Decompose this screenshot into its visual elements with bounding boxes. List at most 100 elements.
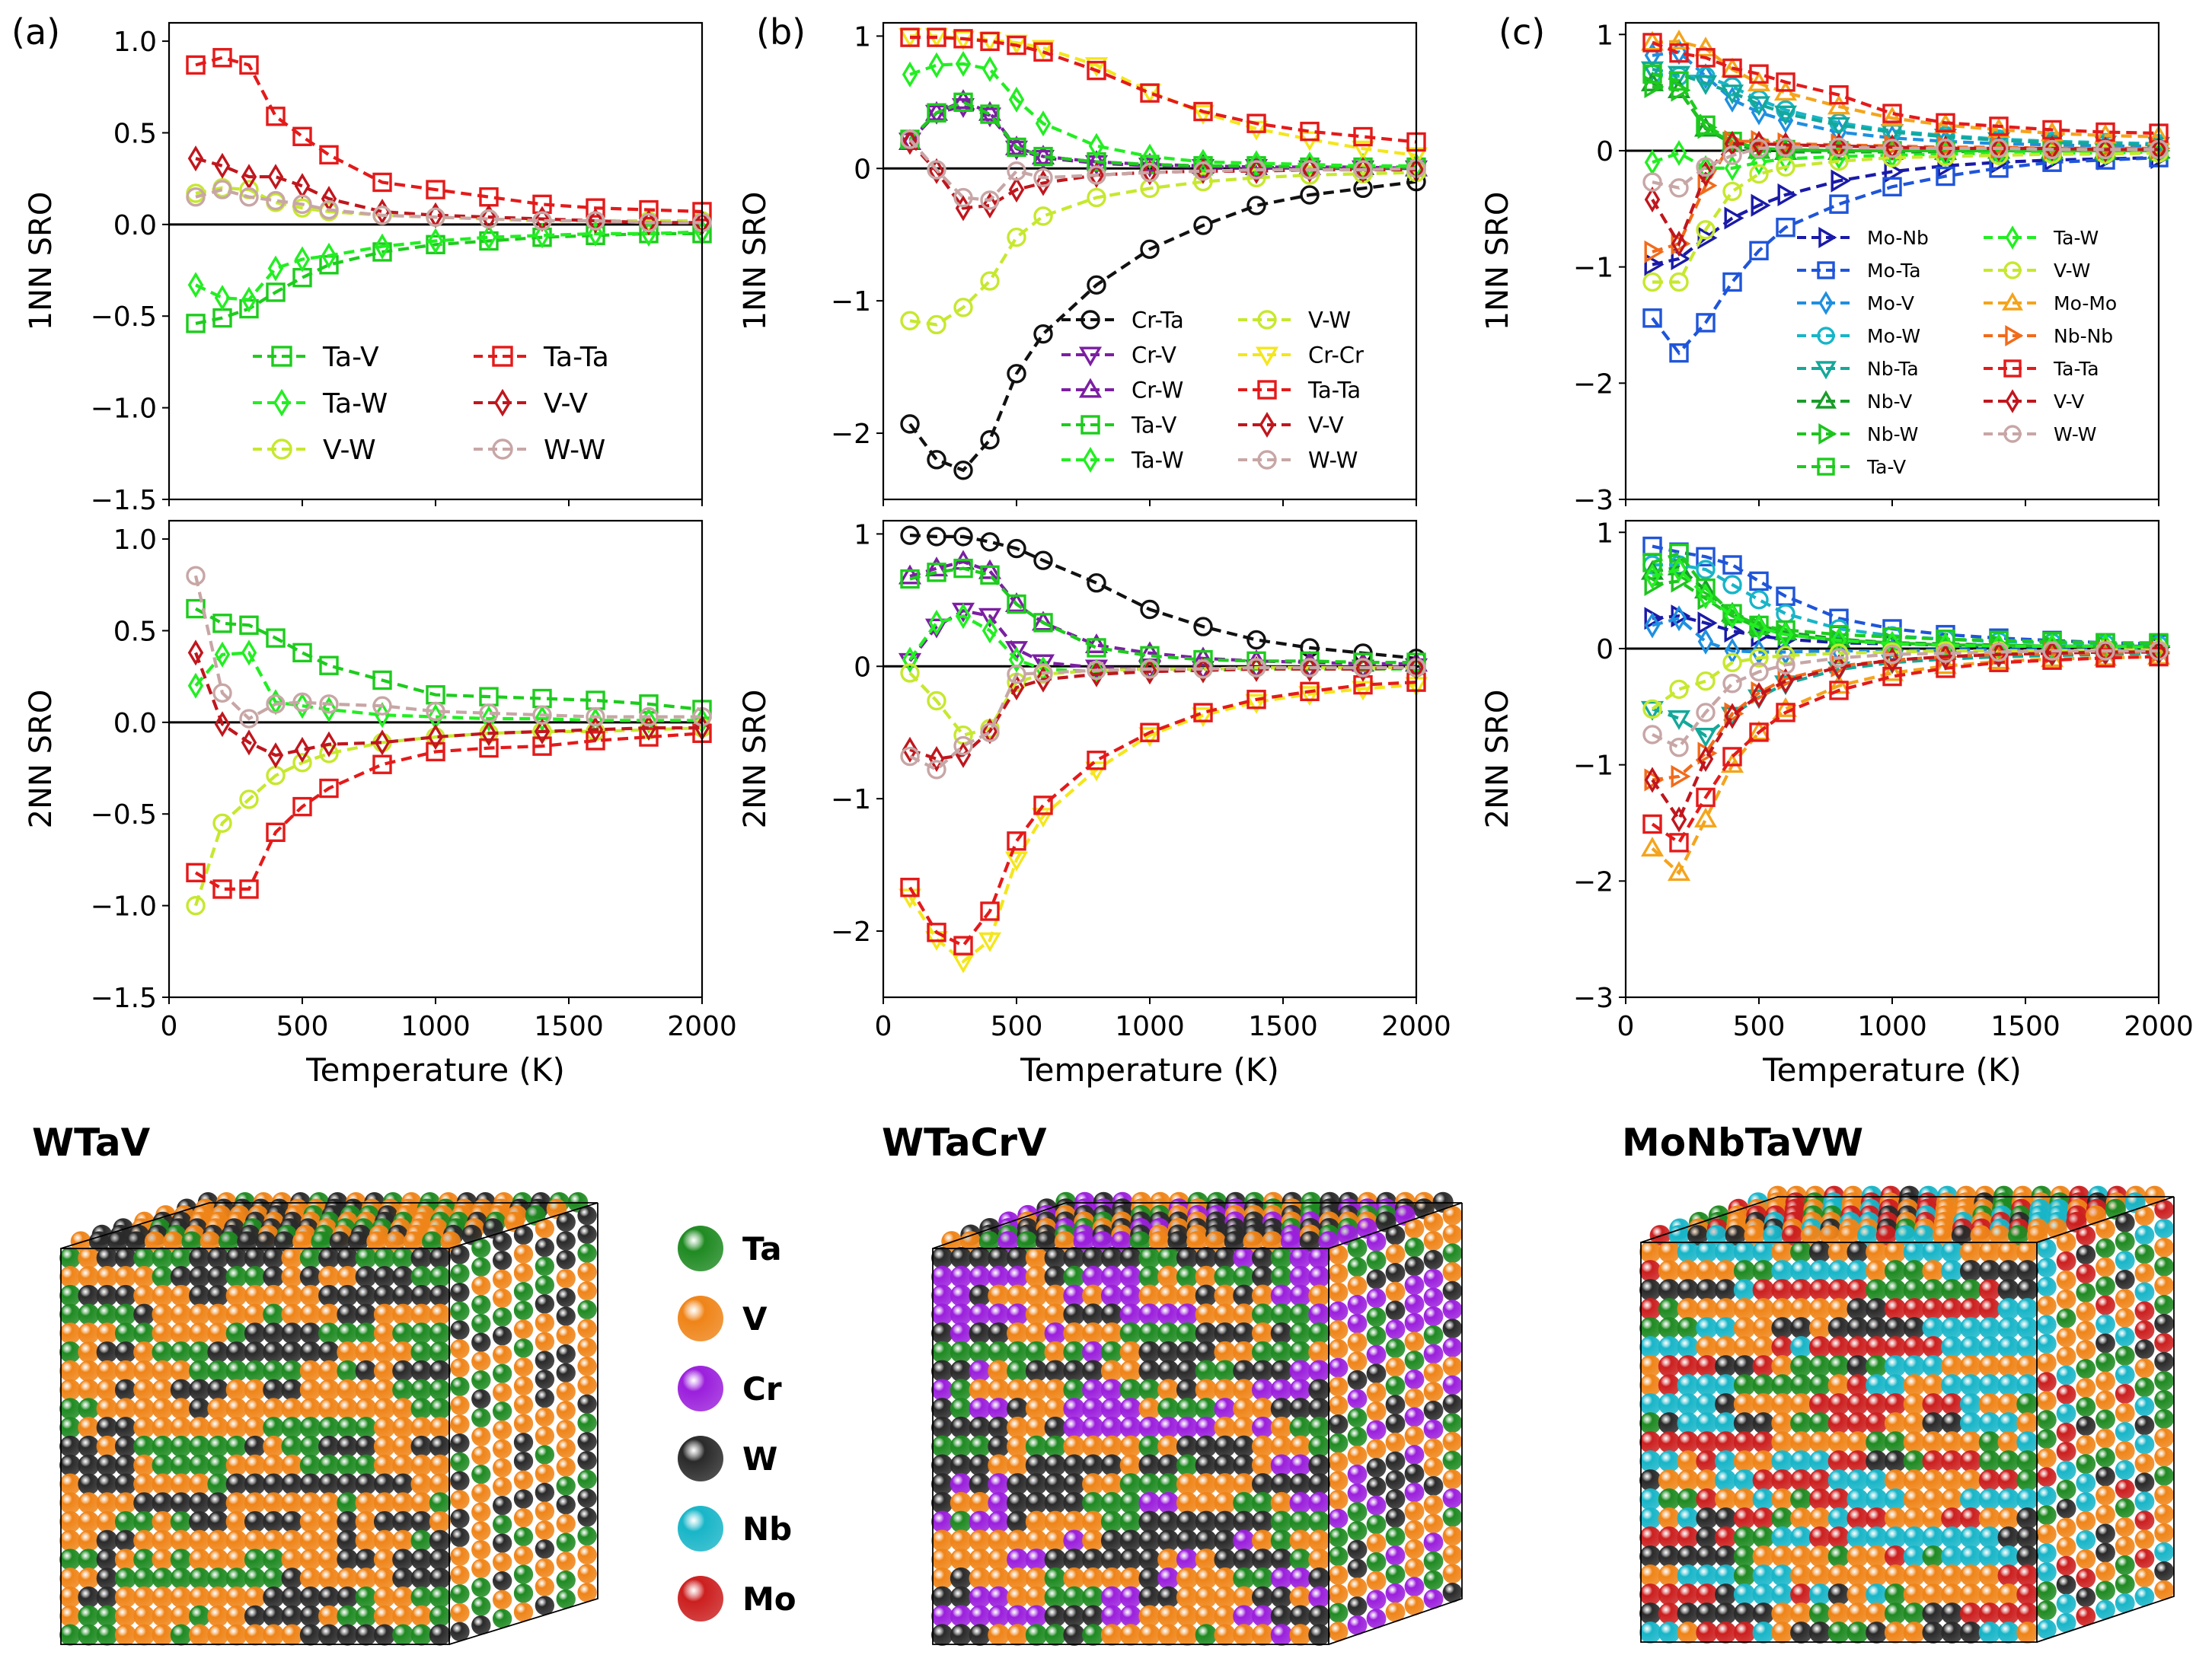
atom-v <box>152 1360 174 1382</box>
panel-label: (a) <box>11 11 60 53</box>
atom-mo <box>1771 1336 1794 1358</box>
data-point-v-v <box>1777 668 1794 694</box>
data-point-cr-cr <box>1298 686 1322 706</box>
series-w-w <box>1642 137 2169 198</box>
data-point-mo-mo <box>1667 29 1691 49</box>
atom-mo <box>1875 1225 1898 1246</box>
atom-v <box>1157 1379 1179 1402</box>
data-point-cr-cr <box>1351 140 1375 161</box>
atom-cr <box>988 1303 1010 1326</box>
data-point-cr-cr <box>1351 681 1375 701</box>
atom-v <box>1214 1341 1237 1363</box>
data-point-w-w <box>426 207 445 227</box>
atom-w <box>114 1435 137 1458</box>
series-line-w-w <box>1652 145 2159 190</box>
atom-ta <box>1176 1398 1199 1420</box>
atom-w <box>1847 1317 1869 1339</box>
y-tick-label: 1.0 <box>113 525 157 556</box>
atom-mo <box>2115 1384 2135 1404</box>
legend-marker <box>492 346 513 367</box>
series-line-ta-v <box>195 231 702 325</box>
atom-w <box>1733 1412 1756 1434</box>
atom-ta <box>281 1360 303 1382</box>
data-point-cr-ta <box>1300 185 1320 205</box>
atom-w <box>1176 1529 1199 1552</box>
data-point-nb-w <box>1644 572 1665 597</box>
data-point-ta-w <box>1724 603 1741 630</box>
atom-v <box>373 1322 396 1344</box>
atom-v <box>1025 1265 1048 1288</box>
data-point-mo-mo <box>1693 37 1718 57</box>
atom-v <box>299 1303 321 1325</box>
data-point-ta-ta <box>1776 703 1795 722</box>
atom-ta <box>337 1492 359 1514</box>
atom-v <box>392 1454 414 1476</box>
atom-v <box>59 1379 81 1401</box>
atom-v <box>1827 1431 1850 1453</box>
atom-nb <box>1808 1260 1831 1282</box>
atom-v <box>1442 1545 1463 1565</box>
atom-w <box>1138 1567 1161 1590</box>
atom-nb <box>1941 1317 1963 1339</box>
atom-ta <box>535 1275 555 1295</box>
data-point-w-w <box>927 160 946 180</box>
atom-cr <box>1280 1231 1302 1252</box>
atom-w <box>207 1284 229 1306</box>
y-tick-label: 1.0 <box>113 27 157 58</box>
atom-v <box>225 1417 247 1439</box>
atom-v <box>1733 1450 1756 1472</box>
atom-v <box>513 1602 534 1622</box>
atom-mo <box>1959 1507 1982 1529</box>
x-tick-label: 2000 <box>1381 1011 1451 1042</box>
atom-v <box>450 1490 470 1510</box>
atom-ta <box>207 1360 229 1382</box>
atom-v <box>1771 1602 1794 1625</box>
atom-v <box>133 1586 155 1609</box>
legend-entry-nb-ta: Nb-Ta <box>1797 358 1919 380</box>
legend-entry-cr-v: Cr-V <box>1061 342 1176 368</box>
atom-v <box>1176 1586 1199 1609</box>
atom-v <box>492 1458 512 1478</box>
atom-ta <box>189 1567 211 1590</box>
atom-mo <box>1696 1583 1719 1606</box>
atom-ta <box>513 1583 534 1603</box>
chart-a-bottom: 1.00.50.0−0.5−1.0−1.50 500 1000 1500 20002NN… <box>24 519 737 1089</box>
atom-nb <box>1677 1336 1700 1358</box>
atom-v <box>337 1398 359 1420</box>
atom-w <box>1715 1507 1737 1529</box>
data-point-v-w <box>1642 699 1662 719</box>
atom-ta <box>170 1247 192 1269</box>
atom-cr <box>1308 1491 1330 1514</box>
atom-v <box>1138 1398 1161 1420</box>
atom-nb <box>1771 1450 1794 1472</box>
atom-w <box>355 1473 377 1495</box>
atom-cr <box>1233 1247 1255 1269</box>
atom-v <box>152 1417 174 1439</box>
data-point-cr-ta <box>1246 630 1266 650</box>
atom-w <box>1251 1586 1274 1609</box>
atom-v <box>1790 1602 1812 1625</box>
atom-w <box>96 1567 118 1590</box>
data-point-v-w <box>1193 171 1213 192</box>
atom-mo <box>1959 1602 1982 1625</box>
data-point-w-w <box>1246 160 1266 180</box>
atom-v <box>1366 1439 1387 1459</box>
atom-nb <box>1827 1469 1850 1491</box>
data-point-v-w <box>1829 151 1849 171</box>
atom-w <box>450 1471 470 1491</box>
atom-ta <box>152 1247 174 1269</box>
atom-w <box>1214 1322 1237 1344</box>
atom-w <box>189 1266 211 1288</box>
atom-ta <box>1157 1398 1179 1420</box>
atom-v <box>1251 1284 1274 1307</box>
atom-ta <box>1138 1435 1161 1458</box>
atom-ta <box>1328 1602 1349 1623</box>
atom-v <box>299 1567 321 1590</box>
atom-ta <box>1176 1322 1199 1344</box>
atom-mo <box>1658 1431 1681 1453</box>
atom-v <box>1884 1241 1907 1263</box>
atom-ta <box>2016 1469 2038 1491</box>
atom-v <box>373 1492 396 1514</box>
atom-w <box>1119 1529 1142 1552</box>
atom-v <box>1866 1241 1888 1263</box>
